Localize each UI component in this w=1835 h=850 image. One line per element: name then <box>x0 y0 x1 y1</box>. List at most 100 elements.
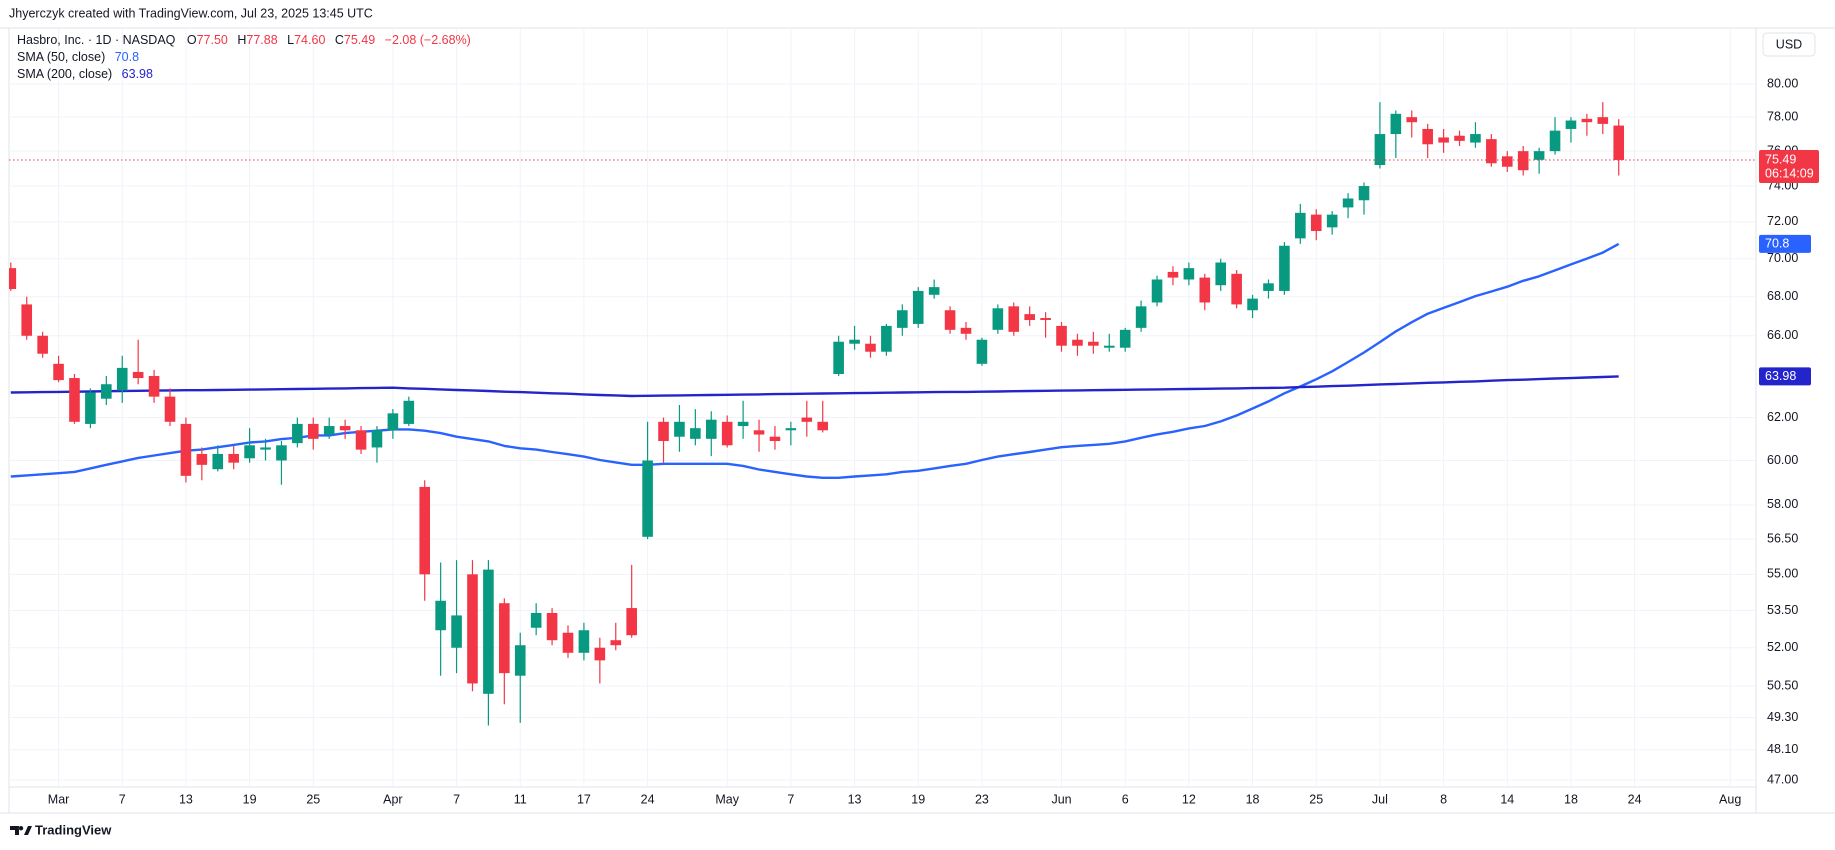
candle-body <box>1310 214 1322 232</box>
candle-body <box>1024 314 1035 320</box>
candle-body <box>323 426 335 435</box>
legend-sma200: SMA (200, close) 63.98 <box>17 67 153 81</box>
candle-body <box>1199 277 1211 303</box>
candle-body <box>1533 151 1545 160</box>
candle-body <box>1406 117 1418 123</box>
x-tick-label: 25 <box>1309 792 1323 806</box>
candle-body <box>1597 117 1609 124</box>
legend-line-value: 70.8 <box>115 50 139 64</box>
y-tick-label: 66.00 <box>1767 328 1798 342</box>
candle-body <box>737 421 749 427</box>
y-tick-label: 53.50 <box>1767 603 1798 617</box>
candle-body <box>753 430 765 435</box>
candle-body <box>37 335 48 354</box>
candle-body <box>371 430 383 448</box>
candle-body <box>817 421 829 431</box>
currency-button[interactable]: USD <box>1762 32 1816 57</box>
candle-body <box>1517 151 1529 171</box>
plot-area <box>9 28 1756 787</box>
legend-line-name: SMA (200, close) <box>17 67 112 81</box>
x-tick-label: 8 <box>1440 792 1447 806</box>
candle-body <box>212 453 224 470</box>
candle-body <box>196 453 208 465</box>
candle-body <box>9 268 17 290</box>
candle-body <box>960 327 972 334</box>
x-tick-label: 18 <box>1564 792 1578 806</box>
candle-body <box>562 632 574 653</box>
candle-body <box>785 428 797 431</box>
x-tick-label: Apr <box>383 792 402 806</box>
candle-body <box>849 339 860 344</box>
candle-body <box>21 304 33 336</box>
candle-body <box>897 310 908 328</box>
candle-body <box>1072 339 1083 346</box>
footer: TradingView <box>10 822 112 837</box>
candle-body <box>1342 198 1354 208</box>
currency-box[interactable] <box>1762 32 1816 57</box>
y-tick-label: 49.30 <box>1767 710 1798 724</box>
sma-line <box>10 375 1619 398</box>
candle-body <box>244 445 255 459</box>
candle-body <box>403 400 415 424</box>
candle-body <box>276 445 287 461</box>
candle-body <box>944 310 956 330</box>
candle-body <box>1501 156 1513 167</box>
x-tick-label: 7 <box>119 792 126 806</box>
candle-body <box>435 600 446 631</box>
legend-key: L <box>287 33 294 47</box>
legend-value: 75.49 <box>344 33 375 47</box>
candle-body <box>1374 134 1386 165</box>
x-tick-label: 24 <box>641 792 655 806</box>
legend-sma50: SMA (50, close) 70.8 <box>17 50 139 64</box>
last-price-badge <box>1759 149 1819 183</box>
candle-body <box>690 428 701 439</box>
candle-body <box>1263 283 1274 291</box>
currency[interactable]: USD <box>1776 37 1802 51</box>
legend-line-value: 63.98 <box>122 67 153 81</box>
x-tick-label: 7 <box>787 792 794 806</box>
candle-body <box>610 640 622 646</box>
candle-body <box>594 647 606 661</box>
x-tick-label: 18 <box>1246 792 1260 806</box>
candle-body <box>801 417 813 422</box>
candle-body <box>1247 298 1258 311</box>
candle-body <box>467 574 478 684</box>
candle-body <box>992 308 1004 330</box>
candle-body <box>1135 306 1147 328</box>
candle-body <box>419 486 431 575</box>
candle-body <box>1088 341 1099 346</box>
x-tick-label: 19 <box>243 792 257 806</box>
legend-symbol: Hasbro, Inc. · 1D · NASDAQ <box>17 33 176 47</box>
candle-body <box>1151 279 1163 303</box>
y-tick-label: 68.00 <box>1767 289 1798 303</box>
x-tick-label: 11 <box>514 792 527 806</box>
candle-body <box>53 363 64 381</box>
candle-body <box>721 421 733 446</box>
candle-body <box>1422 128 1433 145</box>
x-tick-label: 13 <box>179 792 193 806</box>
candle-body <box>530 612 542 628</box>
candle-body <box>451 615 462 648</box>
candle-body <box>132 371 144 379</box>
countdown-label: 06:14:09 <box>1765 166 1814 180</box>
x-tick-label: 23 <box>975 792 989 806</box>
candle-body <box>1549 130 1561 152</box>
footer-brand: TradingView <box>35 822 112 837</box>
x-tick-label: 17 <box>577 792 591 806</box>
legend-key: C <box>335 33 344 47</box>
candle-body <box>180 423 192 476</box>
y-tick-label: 48.10 <box>1767 742 1798 756</box>
candle-body <box>1613 125 1625 160</box>
candle-body <box>101 384 112 399</box>
candle-body <box>1008 306 1020 332</box>
candle-body <box>881 325 892 352</box>
legend-value: 77.50 <box>197 33 228 47</box>
y-tick-label: 80.00 <box>1767 76 1798 90</box>
y-tick-label: 55.00 <box>1767 567 1798 581</box>
candle-body <box>1470 134 1481 143</box>
legend: Hasbro, Inc. · 1D · NASDAQ O77.50 H77.88… <box>17 33 471 81</box>
candle-body <box>260 447 271 450</box>
x-tick-label: 7 <box>453 792 460 806</box>
candle-body <box>292 423 303 444</box>
